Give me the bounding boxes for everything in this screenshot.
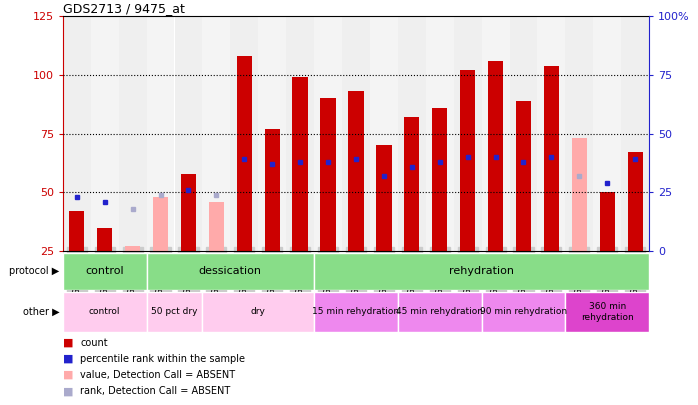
Bar xyxy=(376,145,392,251)
Text: dessication: dessication xyxy=(199,266,262,276)
Text: ■: ■ xyxy=(63,370,73,380)
Text: ■: ■ xyxy=(63,338,73,348)
Text: rehydration: rehydration xyxy=(449,266,514,276)
Bar xyxy=(202,292,314,332)
Bar xyxy=(398,16,426,251)
Bar xyxy=(209,202,224,251)
Bar xyxy=(370,16,398,251)
Text: percentile rank within the sample: percentile rank within the sample xyxy=(80,354,245,364)
Bar xyxy=(91,16,119,251)
Bar xyxy=(320,98,336,251)
Bar xyxy=(97,228,112,251)
Text: 15 min rehydration: 15 min rehydration xyxy=(313,307,399,316)
Bar xyxy=(460,70,475,251)
Text: dry: dry xyxy=(251,307,266,316)
Bar xyxy=(265,129,280,251)
Bar xyxy=(398,292,482,332)
Bar xyxy=(202,16,230,251)
Text: ■: ■ xyxy=(63,386,73,396)
Bar xyxy=(537,16,565,251)
Bar xyxy=(292,77,308,251)
Bar xyxy=(572,139,587,251)
Bar xyxy=(63,292,147,332)
Bar xyxy=(621,16,649,251)
Bar xyxy=(147,253,314,290)
Text: other ▶: other ▶ xyxy=(23,307,59,317)
Text: control: control xyxy=(89,307,121,316)
Bar xyxy=(342,16,370,251)
Text: 90 min rehydration: 90 min rehydration xyxy=(480,307,567,316)
Bar xyxy=(404,117,419,251)
Bar xyxy=(119,16,147,251)
Bar xyxy=(565,292,649,332)
Text: value, Detection Call = ABSENT: value, Detection Call = ABSENT xyxy=(80,370,235,380)
Bar xyxy=(628,152,643,251)
Bar xyxy=(63,253,147,290)
Bar xyxy=(314,292,398,332)
Bar xyxy=(544,66,559,251)
Bar xyxy=(314,16,342,251)
Bar xyxy=(286,16,314,251)
Bar xyxy=(314,253,649,290)
Text: 50 pct dry: 50 pct dry xyxy=(151,307,198,316)
Text: 45 min rehydration: 45 min rehydration xyxy=(396,307,483,316)
Bar xyxy=(69,211,84,251)
Bar xyxy=(488,61,503,251)
Text: count: count xyxy=(80,338,108,348)
Bar xyxy=(510,16,537,251)
Bar xyxy=(593,16,621,251)
Bar xyxy=(600,192,615,251)
Bar xyxy=(432,108,447,251)
Bar xyxy=(147,16,174,251)
Bar xyxy=(565,16,593,251)
Text: ■: ■ xyxy=(63,354,73,364)
Bar xyxy=(125,246,140,251)
Bar xyxy=(237,56,252,251)
Bar xyxy=(482,16,510,251)
Bar xyxy=(482,292,565,332)
Bar xyxy=(258,16,286,251)
Bar xyxy=(181,174,196,251)
Bar xyxy=(230,16,258,251)
Bar xyxy=(63,16,91,251)
Bar xyxy=(348,92,364,251)
Text: control: control xyxy=(85,266,124,276)
Text: protocol ▶: protocol ▶ xyxy=(9,266,59,276)
Bar xyxy=(153,197,168,251)
Bar xyxy=(516,101,531,251)
Bar xyxy=(174,16,202,251)
Text: rank, Detection Call = ABSENT: rank, Detection Call = ABSENT xyxy=(80,386,230,396)
Bar xyxy=(454,16,482,251)
Bar xyxy=(147,292,202,332)
Bar xyxy=(426,16,454,251)
Text: GDS2713 / 9475_at: GDS2713 / 9475_at xyxy=(63,2,185,15)
Text: 360 min
rehydration: 360 min rehydration xyxy=(581,302,634,322)
